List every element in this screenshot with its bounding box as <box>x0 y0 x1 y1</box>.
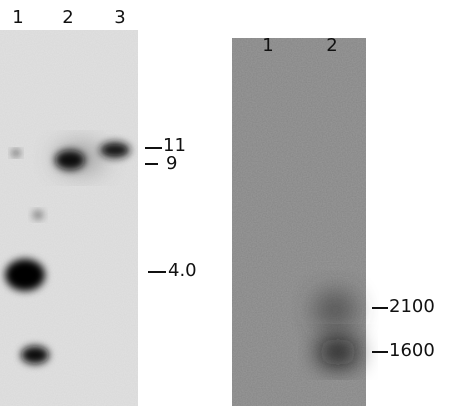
gel-right <box>232 38 366 406</box>
lane-label: 3 <box>114 7 125 28</box>
gel-left <box>0 30 138 406</box>
size-marker: 9 <box>166 153 177 174</box>
lane-label: 2 <box>62 7 73 28</box>
size-marker: 4.0 <box>168 260 197 281</box>
size-marker: 2100 <box>389 296 435 317</box>
lane-label: 1 <box>12 7 23 28</box>
figure: 1 2 3 11 9 4.0 1 2 2100 1600 <box>0 0 457 406</box>
lane-label: 2 <box>326 35 337 56</box>
size-marker: 1600 <box>389 340 435 361</box>
lane-label: 1 <box>262 35 273 56</box>
